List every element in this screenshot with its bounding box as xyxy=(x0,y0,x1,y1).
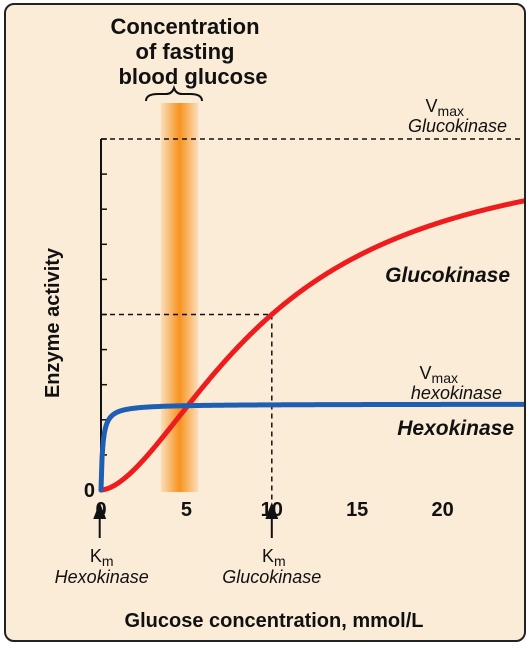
km-hexokinase-arrow xyxy=(93,502,107,538)
vmax-glucokinase-annotation: Vmax Glucokinase xyxy=(408,96,507,136)
vmax-gk-enzyme: Glucokinase xyxy=(408,116,507,136)
x-tick-label-5: 5 xyxy=(181,499,192,521)
km-hexokinase-annotation: Km Hexokinase xyxy=(55,502,149,587)
vmax-hk-v: V xyxy=(420,363,432,383)
km-glucokinase-arrow xyxy=(265,502,279,538)
y-axis-ticks xyxy=(101,138,107,491)
x-tick-label-15: 15 xyxy=(346,499,368,521)
km-gk-k: K xyxy=(262,546,274,566)
vmax-hk-sub: max xyxy=(432,370,458,386)
hexokinase-series-label: Hexokinase xyxy=(397,417,514,440)
band-title-line-3: blood glucose xyxy=(118,64,267,89)
figure-panel: Concentration of fasting blood glucose 0… xyxy=(4,3,526,642)
vmax-hexokinase-annotation: Vmax hexokinase xyxy=(411,363,502,403)
y-axis-label: Enzyme activity xyxy=(42,247,64,398)
x-tick-label-20: 20 xyxy=(431,499,453,521)
svg-text:Km: Km xyxy=(90,546,114,569)
hexokinase-curve xyxy=(98,401,524,493)
km-glucokinase-annotation: Km Glucokinase xyxy=(222,502,321,587)
svg-text:Vmax: Vmax xyxy=(420,363,458,386)
vmax-gk-v: V xyxy=(426,96,438,116)
svg-text:Vmax: Vmax xyxy=(426,96,464,119)
km-gk-sub: m xyxy=(274,553,286,569)
fasting-glucose-band xyxy=(160,103,199,492)
vmax-gk-sub: max xyxy=(438,103,464,119)
x-axis-label: Glucose concentration, mmol/L xyxy=(125,610,424,632)
band-title-line-2: of fasting xyxy=(136,39,235,64)
x-tick-labels: 05101520 xyxy=(95,499,453,521)
km-hk-sub: m xyxy=(102,553,114,569)
enzyme-activity-chart: Concentration of fasting blood glucose 0… xyxy=(42,14,524,632)
km-gk-enzyme: Glucokinase xyxy=(222,567,321,587)
band-title-line-1: Concentration xyxy=(110,14,259,39)
band-brace xyxy=(145,84,203,102)
km-hk-enzyme: Hexokinase xyxy=(55,567,149,587)
glucokinase-series-label: Glucokinase xyxy=(385,264,510,287)
svg-text:Km: Km xyxy=(262,546,286,569)
glucokinase-curve xyxy=(98,198,524,493)
y-tick-label-0: 0 xyxy=(84,480,95,502)
vmax-hk-enzyme: hexokinase xyxy=(411,383,502,403)
km-hk-k: K xyxy=(90,546,102,566)
